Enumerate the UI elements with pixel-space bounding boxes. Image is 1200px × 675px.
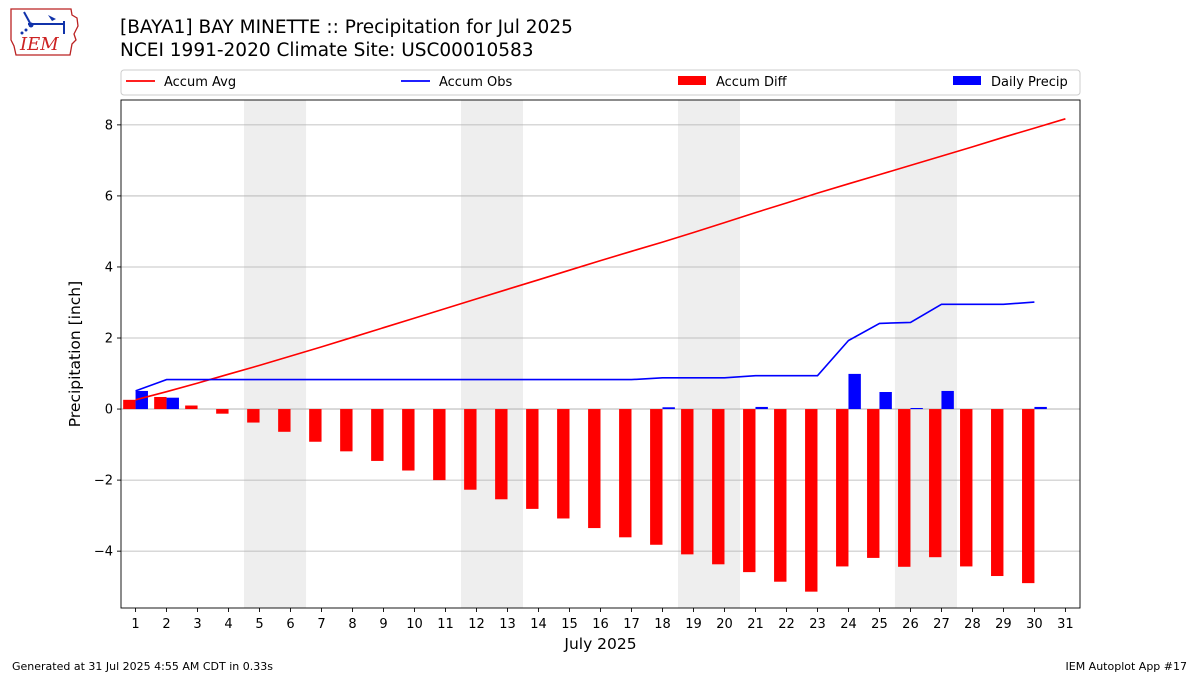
accum-diff-bar bbox=[898, 409, 911, 567]
footer-app: IEM Autoplot App #17 bbox=[1065, 660, 1188, 673]
accum-diff-bar bbox=[526, 409, 539, 509]
accum-diff-bar bbox=[185, 405, 198, 410]
x-tick-label: 3 bbox=[193, 617, 201, 632]
legend-label-accum-diff: Accum Diff bbox=[716, 75, 788, 90]
legend-box bbox=[120, 69, 1081, 96]
x-tick-label: 1 bbox=[131, 617, 139, 632]
x-tick-label: 6 bbox=[286, 617, 294, 632]
x-tick-label: 27 bbox=[933, 617, 950, 632]
accum-diff-bar bbox=[712, 409, 725, 565]
accum-diff-bar bbox=[991, 409, 1004, 577]
daily-precip-bar bbox=[1034, 406, 1047, 410]
accum-diff-bar bbox=[836, 409, 849, 567]
x-tick-label: 9 bbox=[379, 617, 387, 632]
y-axis-label: Precipitation [inch] bbox=[66, 281, 84, 427]
x-tick-label: 14 bbox=[530, 617, 547, 632]
accum-diff-bar bbox=[743, 409, 756, 573]
x-tick-label: 21 bbox=[747, 617, 764, 632]
x-tick-label: 23 bbox=[809, 617, 826, 632]
x-tick-label: 4 bbox=[224, 617, 232, 632]
daily-precip-bar bbox=[662, 407, 675, 410]
accum-diff-bar bbox=[495, 409, 508, 500]
x-tick-label: 10 bbox=[406, 617, 423, 632]
y-tick-label: 2 bbox=[105, 332, 113, 347]
x-tick-label: 11 bbox=[437, 617, 454, 632]
y-tick-label: 6 bbox=[105, 189, 113, 204]
x-tick-label: 17 bbox=[623, 617, 640, 632]
logo-text: IEM bbox=[19, 34, 59, 55]
iem-logo-icon: IEM bbox=[8, 6, 82, 60]
x-tick-label: 8 bbox=[348, 617, 356, 632]
y-tick-label: 4 bbox=[105, 260, 113, 275]
x-tick-label: 18 bbox=[654, 617, 671, 632]
accum-diff-bar bbox=[929, 409, 942, 558]
accum-diff-bar bbox=[402, 409, 415, 471]
daily-precip-bar bbox=[941, 390, 954, 410]
chart-title: [BAYA1] BAY MINETTE :: Precipitation for… bbox=[120, 17, 573, 38]
accum-diff-bar bbox=[154, 396, 167, 410]
accum-obs-line bbox=[135, 301, 1035, 392]
accum-diff-bar bbox=[960, 409, 973, 567]
accum-diff-bar bbox=[464, 409, 477, 490]
x-tick-label: 25 bbox=[871, 617, 888, 632]
legend-label-accum-obs: Accum Obs bbox=[439, 75, 512, 90]
daily-precip-bar bbox=[166, 397, 179, 410]
accum-diff-bar bbox=[1022, 409, 1035, 584]
x-tick-label: 16 bbox=[592, 617, 609, 632]
accum-diff-bar bbox=[433, 409, 446, 481]
x-tick-label: 15 bbox=[561, 617, 578, 632]
legend-swatch-daily-precip bbox=[953, 76, 981, 85]
accum-diff-bar bbox=[371, 409, 384, 461]
x-tick-label: 26 bbox=[902, 617, 919, 632]
x-tick-label: 29 bbox=[995, 617, 1012, 632]
accum-diff-bar bbox=[247, 409, 260, 423]
legend-label-accum-avg: Accum Avg bbox=[164, 75, 236, 90]
x-tick-label: 30 bbox=[1026, 617, 1043, 632]
accum-diff-bar bbox=[557, 409, 570, 519]
x-tick-label: 20 bbox=[716, 617, 733, 632]
x-tick-label: 22 bbox=[778, 617, 795, 632]
x-tick-label: 24 bbox=[840, 617, 857, 632]
weekend-band bbox=[461, 100, 524, 608]
daily-precip-bar bbox=[135, 390, 148, 410]
y-tick-label: 8 bbox=[105, 118, 113, 133]
accum-diff-bar bbox=[805, 409, 818, 592]
accum-avg-line bbox=[135, 118, 1066, 401]
y-tick-label: 0 bbox=[105, 403, 113, 418]
accum-diff-bar bbox=[278, 409, 291, 432]
accum-diff-bar bbox=[867, 409, 880, 558]
footer-generated: Generated at 31 Jul 2025 4:55 AM CDT in … bbox=[12, 660, 273, 673]
x-tick-label: 31 bbox=[1057, 617, 1074, 632]
x-tick-label: 13 bbox=[499, 617, 516, 632]
accum-diff-bar bbox=[650, 409, 663, 545]
x-tick-label: 12 bbox=[468, 617, 485, 632]
x-tick-label: 2 bbox=[162, 617, 170, 632]
accum-diff-bar bbox=[123, 399, 136, 410]
y-tick-label: −4 bbox=[94, 545, 113, 560]
accum-diff-bar bbox=[216, 409, 229, 414]
accum-diff-bar bbox=[774, 409, 787, 582]
daily-precip-bar bbox=[910, 407, 923, 410]
daily-precip-bar bbox=[755, 406, 768, 410]
x-tick-label: 28 bbox=[964, 617, 981, 632]
x-tick-label: 5 bbox=[255, 617, 263, 632]
legend-label-daily-precip: Daily Precip bbox=[991, 75, 1068, 90]
accum-diff-bar bbox=[340, 409, 353, 452]
accum-diff-bar bbox=[619, 409, 632, 538]
chart-subtitle: NCEI 1991-2020 Climate Site: USC00010583 bbox=[120, 40, 534, 61]
legend-swatch-accum-diff bbox=[678, 76, 706, 85]
x-tick-label: 19 bbox=[685, 617, 702, 632]
daily-precip-bar bbox=[848, 373, 861, 410]
x-axis-label: July 2025 bbox=[563, 635, 636, 653]
y-tick-label: −2 bbox=[94, 474, 113, 489]
accum-diff-bar bbox=[681, 409, 694, 555]
accum-diff-bar bbox=[309, 409, 322, 442]
daily-precip-bar bbox=[879, 392, 892, 410]
accum-diff-bar bbox=[588, 409, 601, 529]
x-tick-label: 7 bbox=[317, 617, 325, 632]
